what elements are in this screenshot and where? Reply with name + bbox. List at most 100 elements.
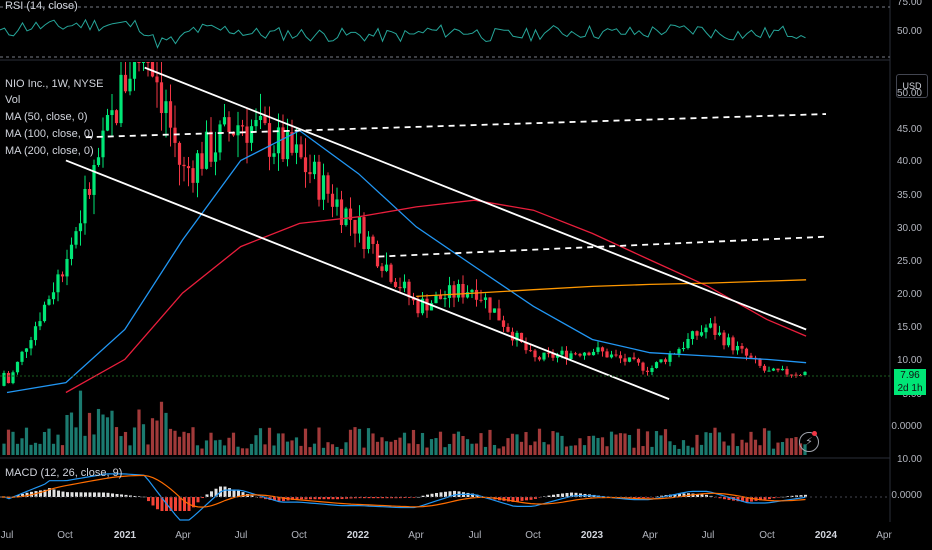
volume-bar xyxy=(695,434,699,455)
volume-bar xyxy=(15,443,20,455)
candle-body xyxy=(641,362,645,371)
resistance-1 xyxy=(85,113,827,139)
volume-bar xyxy=(618,433,623,455)
lightning-icon[interactable]: ⚡ xyxy=(799,432,819,452)
macd-histogram-bar xyxy=(43,489,47,497)
macd-histogram-bar xyxy=(700,494,704,497)
candle-body xyxy=(393,281,398,287)
candle-body xyxy=(546,352,551,354)
macd-histogram-bar xyxy=(561,493,564,497)
volume-bar xyxy=(209,432,213,455)
volume-bar xyxy=(726,445,731,455)
candle-body xyxy=(56,274,60,293)
volume-bar xyxy=(672,445,677,455)
candle-body xyxy=(497,308,501,321)
macd-histogram-bar xyxy=(696,494,699,497)
volume-bar xyxy=(402,432,407,455)
macd-histogram-bar xyxy=(79,492,83,497)
macd-histogram-bar xyxy=(120,494,123,497)
candle-body xyxy=(209,131,213,162)
candle-body xyxy=(258,115,263,121)
volume-bar xyxy=(393,439,398,455)
candle-body xyxy=(735,345,740,351)
macd-histogram-bar xyxy=(57,490,60,497)
candle-body xyxy=(168,101,173,128)
candle-body xyxy=(348,208,353,220)
currency-button[interactable]: USD xyxy=(896,74,928,98)
volume-bar xyxy=(110,410,114,455)
volume-bar xyxy=(416,444,420,455)
price-tick-30: 30.00 xyxy=(896,223,922,234)
macd-histogram-bar xyxy=(25,492,29,497)
volume-bar xyxy=(735,446,740,455)
candle-body xyxy=(474,289,479,300)
volume-bar xyxy=(236,446,240,455)
macd-histogram-bar xyxy=(790,495,794,497)
candle-body xyxy=(213,152,218,162)
macd-histogram-bar xyxy=(228,488,231,497)
candle-body xyxy=(398,286,402,289)
volume-bars xyxy=(2,390,807,455)
volume-bar xyxy=(146,444,150,455)
candle-body xyxy=(668,353,672,362)
candle-body xyxy=(447,285,452,298)
time-tick: Oct xyxy=(291,530,307,541)
volume-bar xyxy=(128,445,132,455)
candle-body xyxy=(164,101,168,114)
volume-bar xyxy=(213,440,218,455)
candle-body xyxy=(150,62,155,77)
time-tick: 2023 xyxy=(580,530,604,541)
candle-body xyxy=(501,320,506,327)
volume-bar xyxy=(389,441,393,455)
candle-body xyxy=(713,323,717,335)
volume-bar xyxy=(758,445,762,455)
candle-body xyxy=(272,153,276,157)
macd-histogram-bar xyxy=(376,497,380,499)
volume-bar xyxy=(33,442,38,455)
candle-body xyxy=(551,353,555,358)
volume-bar xyxy=(249,443,254,455)
candle-body xyxy=(191,168,195,183)
volume-bar xyxy=(312,443,317,455)
volume-bar xyxy=(105,417,110,455)
candle-body xyxy=(105,115,110,131)
volume-bar xyxy=(456,431,461,455)
macd-histogram-bar xyxy=(772,497,776,499)
candle-body xyxy=(780,368,785,371)
candle-body xyxy=(366,236,371,249)
volume-bar xyxy=(722,441,726,455)
macd-histogram-bar xyxy=(565,492,569,497)
candle-body xyxy=(578,353,582,356)
volume-bar xyxy=(204,440,209,455)
candle-body xyxy=(132,62,137,79)
volume-bar xyxy=(497,448,501,455)
candle-body xyxy=(767,370,771,372)
rsi-tick-75: 75.00 xyxy=(896,0,922,8)
candle-body xyxy=(722,332,726,346)
time-tick: Apr xyxy=(642,530,658,541)
macd-histogram-bar xyxy=(151,497,155,506)
candle-body xyxy=(137,62,141,63)
candle-body xyxy=(186,166,191,169)
macd-histogram-bar xyxy=(718,497,722,499)
candle-body xyxy=(740,345,744,349)
macd-histogram-bar xyxy=(421,495,425,497)
candle-body xyxy=(717,332,722,335)
price-tick-15: 15.00 xyxy=(896,322,922,333)
candle-body xyxy=(456,283,461,298)
macd-histogram-bar xyxy=(705,494,708,497)
channel-upper xyxy=(144,66,807,331)
volume-bar xyxy=(227,437,231,455)
candle-body xyxy=(182,164,186,167)
candle-body xyxy=(492,308,497,313)
macd-histogram-bar xyxy=(133,495,137,497)
macd-histogram-bar xyxy=(367,497,371,499)
price-tick-10: 10.00 xyxy=(896,355,922,366)
volume-bar xyxy=(645,431,650,455)
macd-histogram-bar xyxy=(727,497,731,500)
volume-bar xyxy=(506,438,510,455)
volume-bar xyxy=(447,443,452,455)
candle-body xyxy=(15,361,20,373)
candle-body xyxy=(452,285,456,298)
